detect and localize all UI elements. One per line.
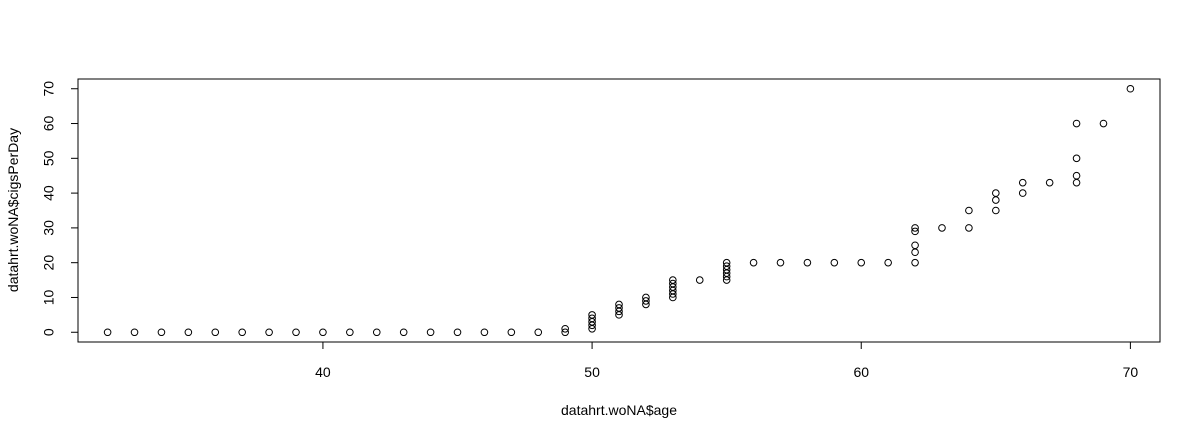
data-point: [911, 224, 919, 232]
data-point: [453, 328, 462, 337]
data-point: [615, 304, 623, 312]
data-point: [211, 328, 220, 337]
data-point: [749, 258, 758, 267]
x-axis-label: datahrt.woNA$age: [561, 402, 677, 418]
data-point: [292, 328, 300, 337]
y-tick-label: 40: [41, 185, 57, 201]
y-axis-label: datahrt.woNA$cigsPerDay: [5, 128, 21, 292]
data-point: [1072, 178, 1081, 187]
data-point: [534, 328, 543, 337]
data-point: [184, 328, 193, 337]
data-point: [1072, 154, 1081, 163]
data-point: [965, 206, 973, 215]
data-point: [911, 248, 919, 257]
data-point: [1045, 178, 1054, 187]
data-point: [669, 279, 677, 288]
y-tick-label: 10: [41, 289, 57, 305]
plot-box: [77, 78, 1161, 343]
data-point: [776, 258, 785, 267]
data-point: [157, 328, 166, 337]
data-point: [480, 328, 489, 337]
data-point: [426, 328, 435, 337]
x-tick-label: 50: [584, 364, 600, 380]
x-tick-label: 40: [315, 364, 331, 380]
data-point: [588, 314, 596, 323]
data-point: [507, 328, 516, 337]
data-point: [1126, 84, 1135, 93]
data-point: [1072, 171, 1081, 180]
data-point: [911, 241, 919, 250]
data-point: [615, 300, 623, 309]
data-point: [588, 311, 596, 319]
data-point: [265, 328, 273, 337]
data-point: [561, 328, 569, 337]
data-point: [722, 262, 731, 270]
y-tick-label: 30: [41, 220, 57, 236]
data-point: [695, 276, 704, 284]
data-point: [561, 324, 569, 333]
y-tick-label: 60: [41, 116, 57, 132]
y-tick-label: 50: [41, 150, 57, 166]
data-point: [857, 258, 866, 267]
data-point: [1018, 189, 1027, 197]
data-point: [372, 328, 381, 337]
data-point: [1018, 178, 1027, 187]
y-tick-label: 20: [41, 255, 57, 271]
data-point: [911, 258, 919, 267]
x-axis: 40 50 60 70: [315, 341, 1139, 380]
data-point: [992, 189, 1000, 197]
data-point: [803, 258, 812, 267]
data-point: [642, 293, 650, 302]
y-tick-label: 0: [41, 328, 57, 336]
y-axis: 0 10 20 30 40 50 60 70: [41, 81, 79, 336]
data-point: [1099, 119, 1108, 128]
data-point: [669, 276, 677, 284]
data-point: [992, 206, 1000, 215]
data-point: [238, 328, 246, 337]
data-point: [938, 224, 946, 232]
data-point: [399, 328, 408, 337]
x-tick-label: 60: [853, 364, 869, 380]
data-point: [884, 258, 892, 267]
y-tick-label: 70: [41, 81, 57, 97]
data-point: [911, 227, 919, 236]
data-point: [103, 328, 112, 337]
data-point: [319, 328, 327, 337]
data-point: [830, 258, 839, 267]
x-tick-label: 70: [1123, 364, 1139, 380]
data-point: [642, 297, 650, 305]
data-point: [992, 196, 1000, 204]
data-points: [103, 84, 1135, 337]
data-point: [1072, 119, 1081, 128]
data-point: [722, 258, 731, 267]
data-point: [346, 328, 354, 337]
data-point: [130, 328, 139, 337]
data-point: [965, 224, 973, 232]
